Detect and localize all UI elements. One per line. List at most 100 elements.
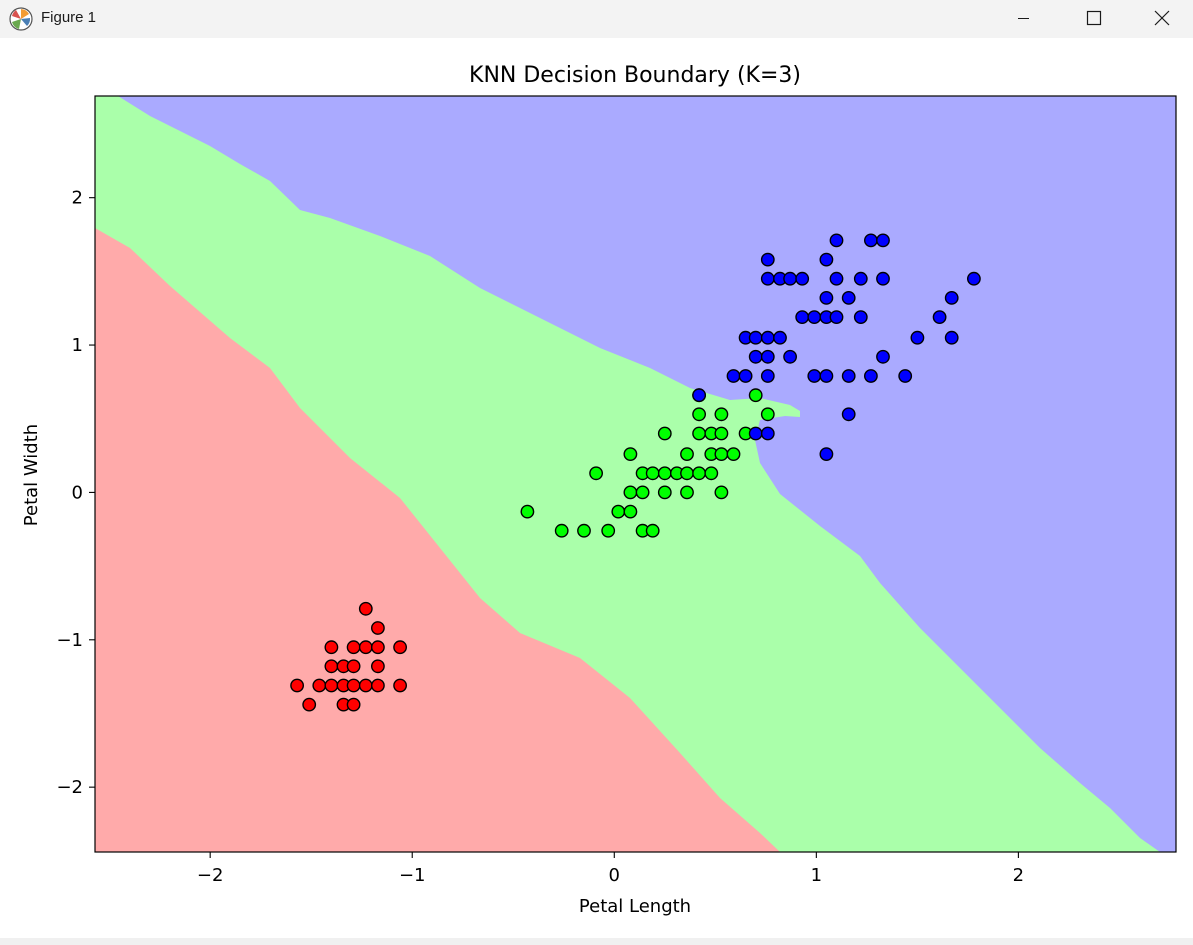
data-point-class-0-7 <box>324 659 339 674</box>
data-point-class-1-6 <box>692 426 706 441</box>
data-point-class-2-41 <box>841 407 856 422</box>
y-tick-label: 1 <box>72 335 83 356</box>
data-point-class-2-34 <box>760 369 775 383</box>
x-axis-ticks: −2 −1 0 1 2 <box>197 852 1024 886</box>
data-point-class-0-11 <box>290 678 304 693</box>
data-point-class-2-20 <box>853 310 868 324</box>
data-point-class-2-44 <box>819 447 834 461</box>
data-point-class-0-6 <box>393 640 407 655</box>
data-point-class-1-24 <box>635 485 650 500</box>
data-point-class-1-28 <box>520 504 535 519</box>
data-point-class-2-37 <box>841 369 856 383</box>
data-point-class-2-26 <box>910 330 925 345</box>
data-point-class-2-14 <box>841 290 856 305</box>
data-point-class-2-25 <box>773 330 787 345</box>
data-point-class-0-17 <box>370 678 385 693</box>
minimize-icon <box>1018 18 1029 19</box>
data-point-class-1-17 <box>645 466 660 481</box>
y-tick-label: 2 <box>72 188 83 209</box>
data-point-class-2-11 <box>876 271 890 286</box>
maximize-button[interactable] <box>1058 0 1128 38</box>
decision-regions <box>95 96 1176 852</box>
data-point-class-0-5 <box>370 640 385 655</box>
data-point-class-2-27 <box>944 330 959 345</box>
maximize-icon <box>1086 10 1102 26</box>
data-point-class-1-27 <box>714 485 729 500</box>
data-point-class-2-32 <box>726 369 741 383</box>
data-point-class-2-4 <box>819 252 834 267</box>
data-point-class-1-11 <box>680 447 694 461</box>
data-point-class-0-2 <box>324 640 339 655</box>
data-point-class-2-38 <box>864 369 878 383</box>
y-axis-label: Petal Width <box>21 424 42 526</box>
data-point-class-2-40 <box>692 388 706 403</box>
data-point-class-2-0 <box>829 233 844 248</box>
data-point-class-2-36 <box>819 369 834 383</box>
data-point-class-2-35 <box>807 369 822 383</box>
data-point-class-2-9 <box>829 271 844 286</box>
data-point-class-1-20 <box>680 466 694 481</box>
data-point-class-2-24 <box>760 330 775 345</box>
data-point-class-1-25 <box>657 485 672 500</box>
data-point-class-0-10 <box>370 659 385 674</box>
data-point-class-0-19 <box>302 697 317 712</box>
data-point-class-1-3 <box>714 407 729 422</box>
data-point-class-2-16 <box>795 310 810 324</box>
x-tick-label: −2 <box>197 865 224 886</box>
data-point-class-0-16 <box>358 678 373 693</box>
data-point-class-0-3 <box>346 640 361 655</box>
data-point-class-1-35 <box>645 523 660 538</box>
data-point-class-2-43 <box>760 426 775 441</box>
data-point-class-0-15 <box>346 678 361 693</box>
close-button[interactable] <box>1128 0 1193 38</box>
data-point-class-1-8 <box>714 426 729 441</box>
data-point-class-1-26 <box>680 485 694 500</box>
data-point-class-2-2 <box>876 233 890 248</box>
data-point-class-2-10 <box>853 271 868 286</box>
data-point-class-2-28 <box>748 349 763 364</box>
knn-chart: −2 −1 0 1 2 −2 −1 0 1 2 KNN Decision Boundary (K… <box>21 63 1177 917</box>
data-point-class-0-13 <box>324 678 339 693</box>
data-point-class-0-12 <box>312 678 327 693</box>
data-point-class-1-22 <box>704 466 719 481</box>
close-icon <box>1154 10 1170 26</box>
data-point-class-1-33 <box>601 523 616 538</box>
data-point-class-2-15 <box>944 290 959 305</box>
data-point-class-1-15 <box>589 466 603 481</box>
data-point-class-2-30 <box>783 349 797 364</box>
window-bottom-edge <box>0 938 1193 945</box>
data-point-class-1-18 <box>657 466 672 481</box>
data-point-class-1-4 <box>760 407 775 422</box>
data-point-class-2-29 <box>760 349 775 364</box>
data-point-class-2-42 <box>748 426 763 441</box>
data-point-class-2-17 <box>807 310 822 324</box>
matplotlib-logo-icon <box>9 7 33 31</box>
data-point-class-1-23 <box>623 485 638 500</box>
data-point-class-2-8 <box>795 271 810 286</box>
data-point-class-2-7 <box>783 271 797 286</box>
data-point-class-2-31 <box>876 349 890 364</box>
region-red <box>95 228 780 852</box>
data-points <box>290 233 981 712</box>
data-point-class-0-9 <box>346 659 361 674</box>
data-point-class-0-1 <box>370 621 385 635</box>
data-point-class-1-32 <box>577 523 591 538</box>
plot-frame <box>94 95 1177 853</box>
data-point-class-1-21 <box>692 466 706 481</box>
minimize-button[interactable] <box>988 0 1058 38</box>
data-point-class-0-0 <box>358 601 373 616</box>
data-point-class-2-13 <box>819 290 834 305</box>
data-point-class-1-10 <box>623 447 638 461</box>
y-axis-ticks: −2 −1 0 1 2 <box>56 188 95 798</box>
data-point-class-1-5 <box>657 426 672 441</box>
data-point-class-1-13 <box>714 447 729 461</box>
window-title: Figure 1 <box>41 9 97 26</box>
y-tick-label: −1 <box>56 630 83 651</box>
data-point-class-2-5 <box>760 271 775 286</box>
data-point-class-1-31 <box>554 523 569 538</box>
data-point-class-2-21 <box>932 310 947 324</box>
data-point-class-2-12 <box>967 271 981 286</box>
chart-title: KNN Decision Boundary (K=3) <box>469 63 801 88</box>
x-axis-label: Petal Length <box>579 896 691 917</box>
x-tick-label: 2 <box>1013 865 1024 886</box>
